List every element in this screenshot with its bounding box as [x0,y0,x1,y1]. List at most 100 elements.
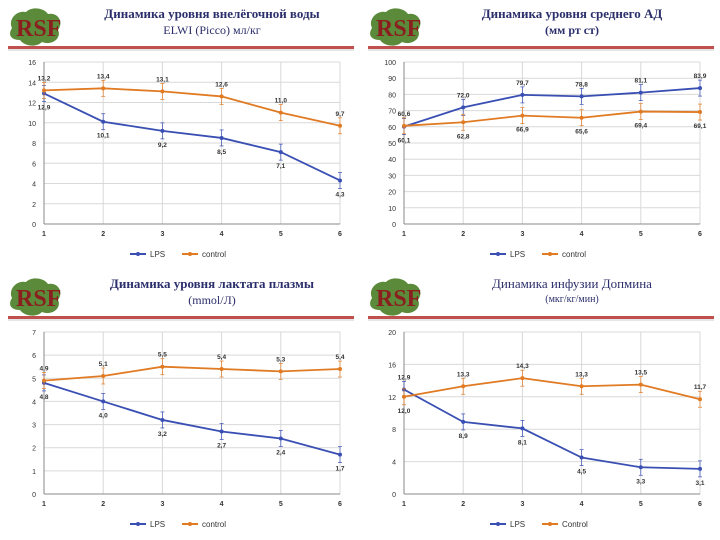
data-point [638,465,643,470]
x-tick-label: 6 [698,501,702,508]
data-point [698,466,702,471]
y-tick-label: 50 [388,141,396,148]
data-label: 11,7 [694,384,707,391]
y-tick-label: 3 [32,423,36,430]
legend-label: control [562,250,586,259]
x-tick-label: 5 [279,501,283,508]
data-label: 4,0 [99,412,108,419]
panel-lactate: RSF Динамика уровня лактата плазмы (mmol… [0,270,360,540]
y-tick-label: 0 [392,222,396,229]
data-point [579,94,584,99]
data-label: 5,4 [217,354,226,361]
data-label: 3,1 [695,480,704,487]
data-point [219,94,224,99]
series-line-lps [43,382,341,456]
legend-marker [188,252,192,256]
data-point [278,150,283,155]
rsf-logo-icon: RSF [10,278,61,316]
data-point [579,455,584,460]
rsf-logo-icon: RSF [370,278,421,316]
legend-marker [496,522,500,526]
data-label: 10,1 [97,133,110,140]
data-point [160,417,165,422]
x-tick-label: 2 [101,231,105,238]
chart-title: Динамика уровня лактата плазмы [109,276,315,291]
data-label: 12,9 [398,375,411,382]
y-tick-label: 20 [388,330,396,337]
x-tick-label: 2 [461,501,465,508]
x-tick-label: 3 [160,231,164,238]
data-label: 13,2 [38,75,51,82]
x-tick-label: 4 [220,501,224,508]
y-tick-label: 60 [388,125,396,132]
title-divider [8,316,354,321]
panel-map: RSF Динамика уровня среднего АД (мм рт с… [360,0,720,270]
y-tick-label: 90 [388,76,396,83]
data-label: 5,3 [276,356,285,363]
data-label: 13,3 [575,371,588,378]
y-tick-label: 40 [388,157,396,164]
data-label: 3,3 [636,478,645,485]
data-label: 12,9 [38,104,51,111]
y-tick-label: 20 [388,190,396,197]
data-point [160,128,165,133]
data-point [160,364,165,369]
legend-label: LPS [510,520,525,529]
panel-elwi: RSF Динамика уровня внелёгочной воды ELW… [0,0,360,270]
legend-label: control [202,250,226,259]
data-point [461,419,466,424]
data-point [638,90,643,95]
chart-subtitle: (мм рт ст) [545,23,599,37]
logo-text: RSF [16,16,61,42]
title-divider [8,46,354,51]
data-label: 79,7 [516,80,529,87]
data-label: 9,2 [158,142,167,149]
legend-marker [136,522,140,526]
y-tick-label: 10 [28,121,36,128]
data-point [219,429,224,434]
data-label: 5,5 [158,352,167,359]
data-point [219,135,224,140]
data-point [520,92,525,97]
y-tick-label: 14 [28,80,36,87]
series-line-lps [403,87,701,128]
data-point [42,88,46,93]
legend-marker [548,522,552,526]
rsf-logo-icon: RSF [370,8,421,46]
series-line-control [43,365,341,382]
legend-label: LPS [150,520,165,529]
x-tick-label: 4 [580,231,584,238]
x-tick-label: 5 [639,501,643,508]
chart-title: Динамика уровня внелёгочной воды [104,6,320,21]
y-tick-label: 1 [32,469,36,476]
data-point [698,110,702,115]
y-tick-label: 2 [32,202,36,209]
legend-marker [496,252,500,256]
data-point [520,426,525,431]
x-tick-label: 3 [160,501,164,508]
legend-marker [136,252,140,256]
legend-label: control [202,520,226,529]
legend-marker [548,252,552,256]
data-label: 2,4 [276,449,285,456]
data-point [101,119,106,124]
x-tick-label: 3 [520,231,524,238]
data-point [461,120,466,125]
chart-subtitle: (мкг/кг/мин) [545,294,599,305]
y-tick-label: 6 [32,161,36,168]
data-point [520,376,525,381]
y-tick-label: 0 [32,222,36,229]
y-tick-label: 4 [32,399,36,406]
chart-title: Динамика уровня среднего АД [481,6,663,21]
data-label: 81,1 [634,78,647,85]
data-label: 4,8 [39,394,48,401]
x-tick-label: 4 [220,231,224,238]
y-tick-label: 70 [388,109,396,116]
data-label: 78,8 [575,81,588,88]
x-tick-label: 1 [402,231,406,238]
data-point [160,89,165,94]
data-point [101,86,106,91]
data-point [520,113,525,118]
y-tick-label: 7 [32,330,36,337]
